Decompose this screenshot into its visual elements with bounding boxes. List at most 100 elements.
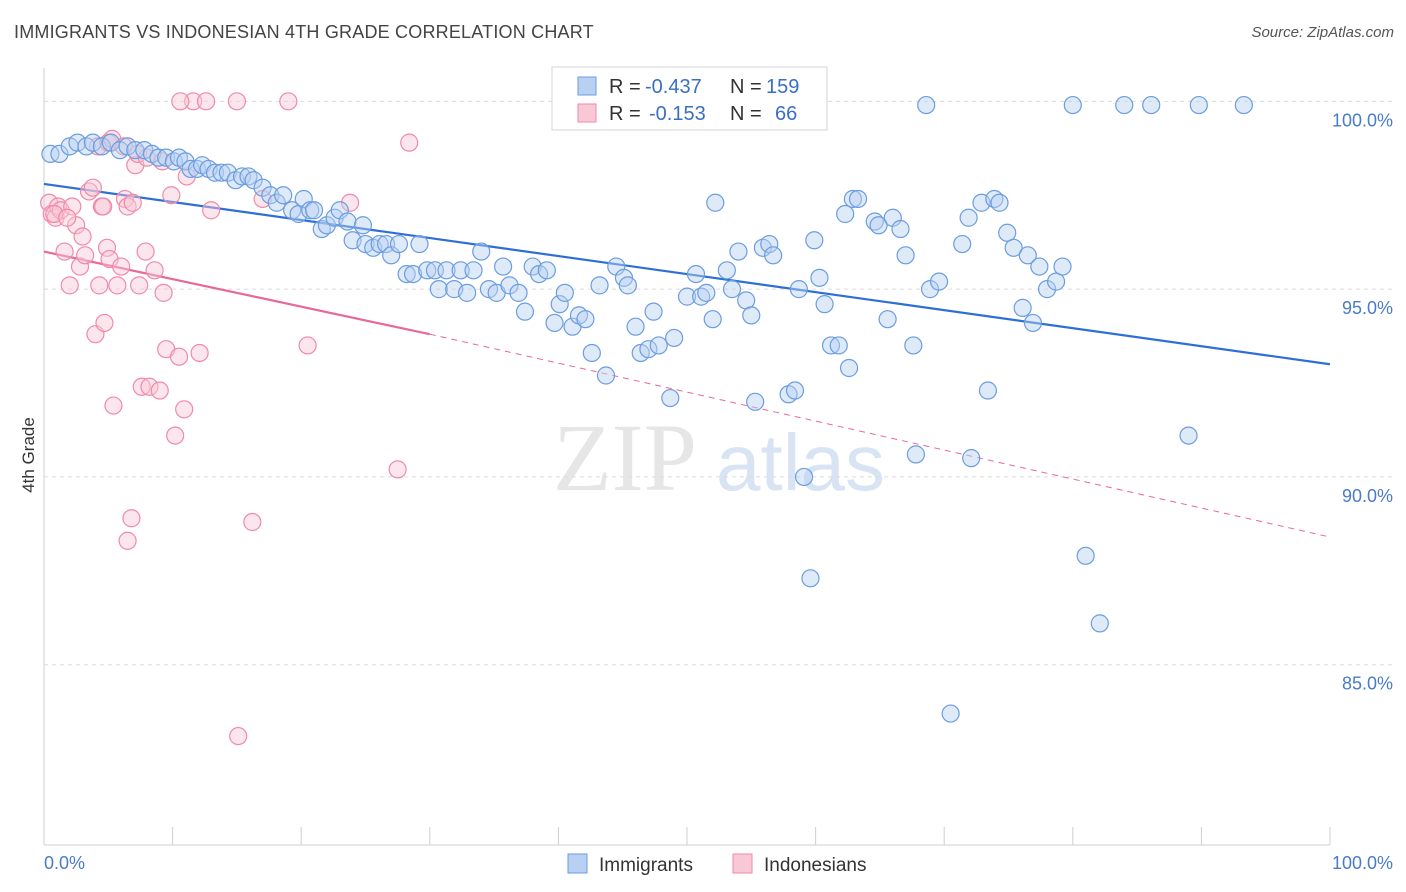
point-immigrants [50,144,69,163]
legend-r-label-immigrants: R = [609,76,641,98]
point-immigrants [785,381,805,400]
point-indonesians [400,133,419,152]
point-immigrants [83,133,102,152]
point-immigrants [639,340,658,359]
data-points [40,92,1253,746]
point-indonesians [175,400,194,419]
point-indonesians [227,92,246,111]
point-immigrants [261,186,280,205]
point-indonesians [104,396,123,415]
y-tick-label: 85.0% [1342,674,1393,694]
chart-title: IMMIGRANTS VS INDONESIAN 4TH GRADE CORRE… [14,22,594,42]
point-immigrants [304,201,324,220]
point-indonesians [140,377,159,396]
point-immigrants [274,186,293,205]
bottom-legend-swatch-immigrants [567,853,588,874]
point-immigrants [843,189,862,209]
point-immigrants [917,95,936,115]
point-immigrants [998,223,1017,242]
point-immigrants [1179,426,1198,445]
point-immigrants [717,261,736,280]
point-immigrants [545,313,564,333]
point-immigrants [370,234,389,254]
point-immigrants [590,276,609,295]
point-immigrants [596,366,616,385]
bottom-legend-immigrants: Immigrants [599,855,693,876]
point-immigrants [418,261,437,280]
axes: 85.0% 90.0% 95.0% 100.0% [43,68,1393,846]
point-immigrants [494,257,513,276]
legend-n-indonesians: 66 [775,103,797,125]
point-indonesians [122,509,141,528]
point-immigrants [218,163,237,182]
point-indonesians [340,193,360,212]
point-immigrants [677,287,697,306]
point-immigrants [896,246,915,265]
point-indonesians [132,377,151,396]
point-indonesians [73,227,92,246]
point-indonesians [298,336,317,355]
point-indonesians [154,283,173,302]
point-indonesians [76,246,95,265]
point-indonesians [196,92,216,111]
point-immigrants [978,381,998,400]
point-indonesians [184,92,203,111]
point-immigrants [869,216,888,235]
point-immigrants [1046,272,1066,291]
point-indonesians [169,347,189,366]
watermark-atlas: atlas [716,418,885,507]
point-indonesians [90,276,109,295]
point-immigrants [618,276,637,295]
point-immigrants [397,264,416,284]
point-indonesians [97,238,117,257]
point-immigrants [294,189,313,209]
point-immigrants [1090,614,1109,633]
point-immigrants [181,159,200,179]
bottom-legend-swatch-indonesians [732,853,753,874]
point-indonesians [70,257,90,276]
y-axis-title: 4th Grade [19,417,38,493]
point-immigrants [697,283,716,302]
point-immigrants [232,167,252,186]
point-indonesians [166,426,185,445]
point-immigrants [742,306,761,325]
point-immigrants [891,219,910,239]
point-immigrants [722,280,742,299]
point-immigrants [794,467,814,487]
point-immigrants [464,261,483,280]
legend-r-indonesians: -0.153 [649,103,706,125]
point-immigrants [686,264,706,284]
point-immigrants [760,234,779,254]
point-immigrants [737,291,756,310]
point-immigrants [1115,95,1134,115]
point-immigrants [904,336,923,355]
point-immigrants [212,163,231,182]
source-label: Source: ZipAtlas.com [1251,24,1394,41]
point-immigrants [353,216,373,235]
legend-r-label-indonesians: R = [609,103,641,125]
point-indonesians [136,242,155,261]
point-immigrants [451,261,470,280]
point-immigrants [810,268,829,287]
point-immigrants [789,280,808,299]
legend-r-immigrants: -0.437 [645,76,702,98]
point-immigrants [376,234,396,254]
y-tick-label: 100.0% [1332,110,1393,130]
point-immigrants [149,148,168,167]
point-indonesians [60,276,79,295]
point-indonesians [63,197,82,216]
bottom-legend-indonesians: Indonesians [764,855,866,876]
point-immigrants [959,208,978,227]
point-immigrants [437,261,456,280]
point-immigrants [1234,95,1253,115]
point-immigrants [301,201,320,220]
point-immigrants [205,163,225,182]
grid [44,100,1393,666]
point-immigrants [1013,298,1032,317]
point-immigrants [410,234,429,254]
point-indonesians [171,92,190,111]
point-immigrants [267,193,286,212]
point-indonesians [150,381,169,400]
point-immigrants [929,272,949,291]
point-immigrants [1018,246,1037,265]
